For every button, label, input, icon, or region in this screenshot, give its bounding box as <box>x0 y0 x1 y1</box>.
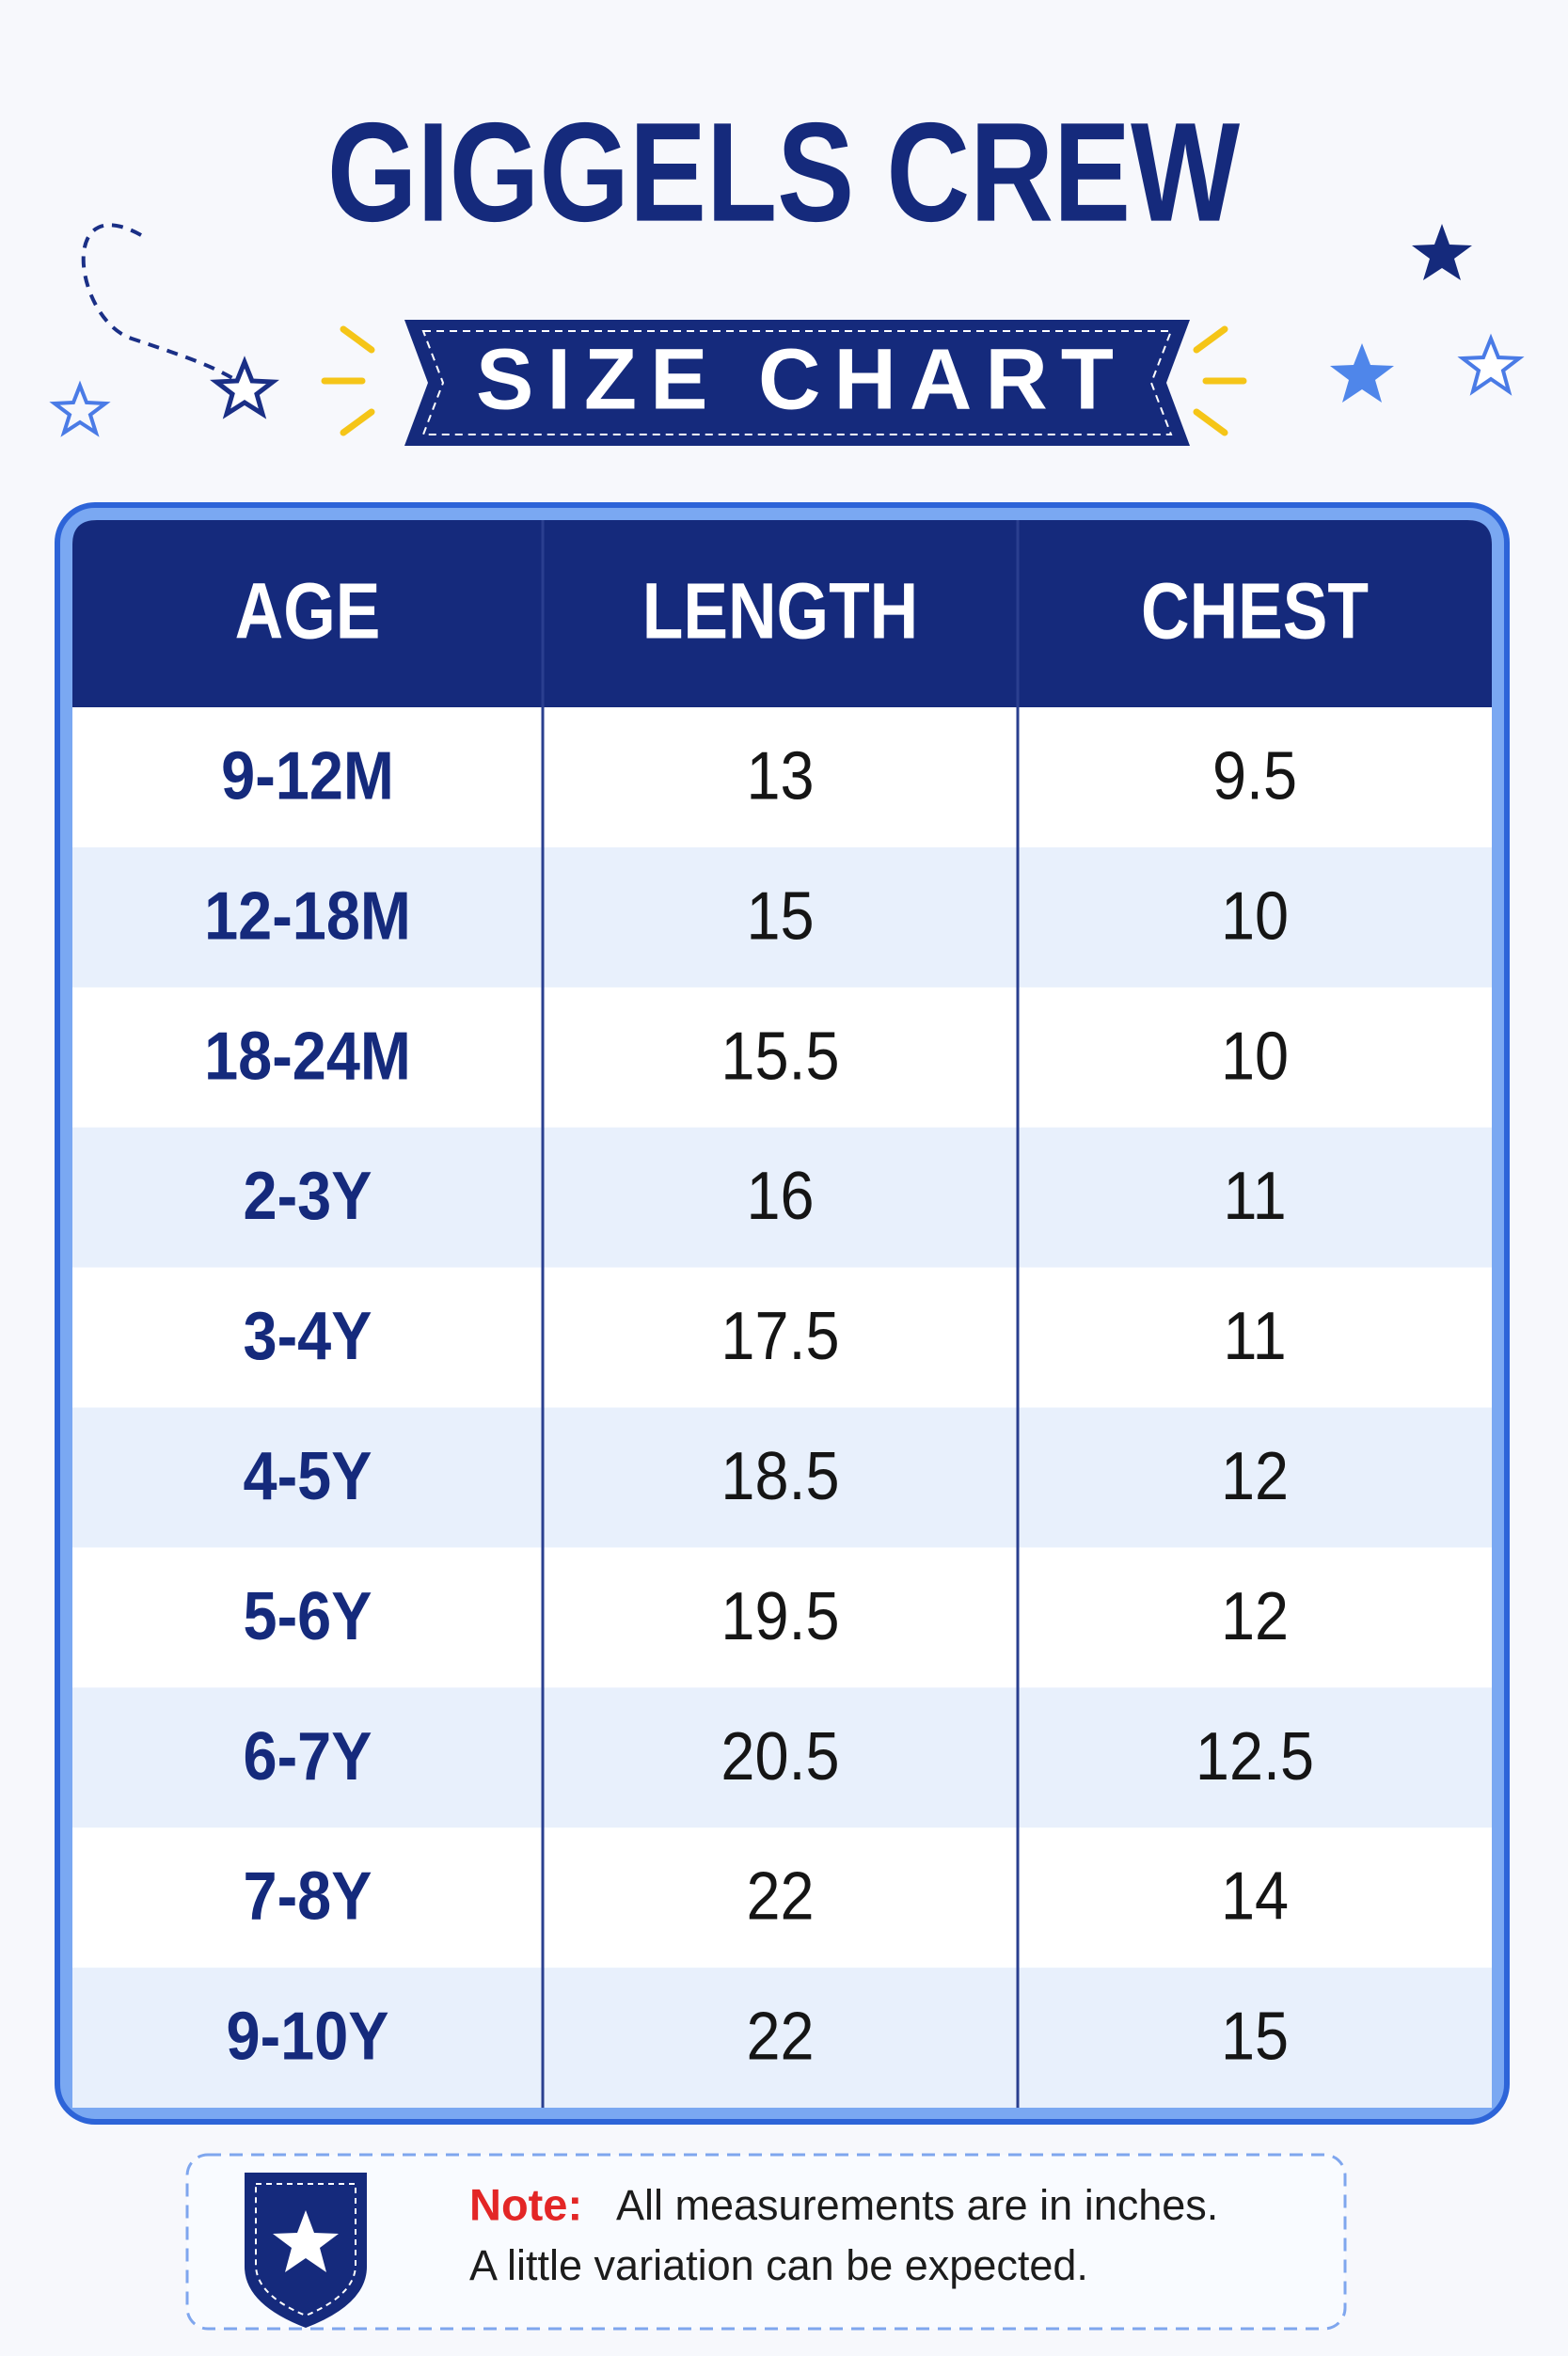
value-cell: 15 <box>1221 1998 1289 2074</box>
note-box <box>185 2153 1347 2331</box>
value-cell: 11 <box>1223 1298 1286 1374</box>
age-cell: 18-24M <box>204 1018 411 1094</box>
value-cell: 15 <box>746 878 814 954</box>
subtitle: SIZE CHART <box>476 331 1127 427</box>
star <box>1412 224 1472 280</box>
value-cell: 14 <box>1221 1858 1289 1934</box>
note-label: Note: <box>469 2179 582 2229</box>
value-cell: 12 <box>1221 1578 1289 1654</box>
value-cell: 18.5 <box>721 1438 839 1514</box>
value-cell: 11 <box>1223 1158 1286 1234</box>
age-cell: 7-8Y <box>244 1858 372 1934</box>
age-cell: 9-12M <box>221 737 394 814</box>
value-cell: 16 <box>746 1158 814 1234</box>
star <box>1457 333 1525 396</box>
age-cell: 5-6Y <box>244 1578 372 1654</box>
shield-stitch <box>255 2183 356 2317</box>
row-stripe <box>72 1687 1492 1828</box>
age-cell: 6-7Y <box>244 1718 372 1795</box>
value-cell: 12 <box>1221 1438 1289 1514</box>
value-cell: 19.5 <box>721 1578 839 1654</box>
note-line: A little variation can be expected. <box>469 2241 1088 2289</box>
star <box>49 380 111 437</box>
value-cell: 15.5 <box>721 1018 839 1094</box>
shield-star <box>273 2210 339 2272</box>
age-cell: 12-18M <box>204 878 411 954</box>
value-cell: 20.5 <box>721 1718 839 1795</box>
value-cell: 10 <box>1221 1018 1289 1094</box>
title: GIGGELS CREW <box>327 94 1241 251</box>
header-row <box>72 520 1492 707</box>
age-cell: 2-3Y <box>244 1158 372 1234</box>
star <box>1330 343 1394 403</box>
value-cell: 9.5 <box>1212 737 1297 814</box>
row-stripe <box>72 1127 1492 1268</box>
column-header: LENGTH <box>642 566 918 656</box>
value-cell: 12.5 <box>1196 1718 1314 1795</box>
column-header: AGE <box>235 566 381 656</box>
row-stripe <box>72 1968 1492 2108</box>
table: AGE LENGTH CHEST 9-12M 13 9.5 12-18M 15 10 18-24M… <box>72 520 1492 2108</box>
value-cell: 13 <box>746 737 814 814</box>
age-cell: 3-4Y <box>244 1298 372 1374</box>
dashed-swirl <box>81 223 246 387</box>
star <box>210 356 279 419</box>
row-stripe <box>72 846 1492 988</box>
value-cell: 22 <box>746 1998 814 2074</box>
sparkles <box>321 325 1247 436</box>
value-cell: 10 <box>1221 878 1289 954</box>
value-cell: 22 <box>746 1858 814 1934</box>
banner-stitch <box>421 330 1173 435</box>
value-cell: 17.5 <box>721 1298 839 1374</box>
row-stripe <box>72 1407 1492 1548</box>
note-line: All measurements are in inches. <box>616 2181 1218 2229</box>
age-cell: 4-5Y <box>244 1438 372 1514</box>
age-cell: 9-10Y <box>227 1998 389 2074</box>
banner <box>404 320 1190 446</box>
column-header: CHEST <box>1141 566 1369 656</box>
